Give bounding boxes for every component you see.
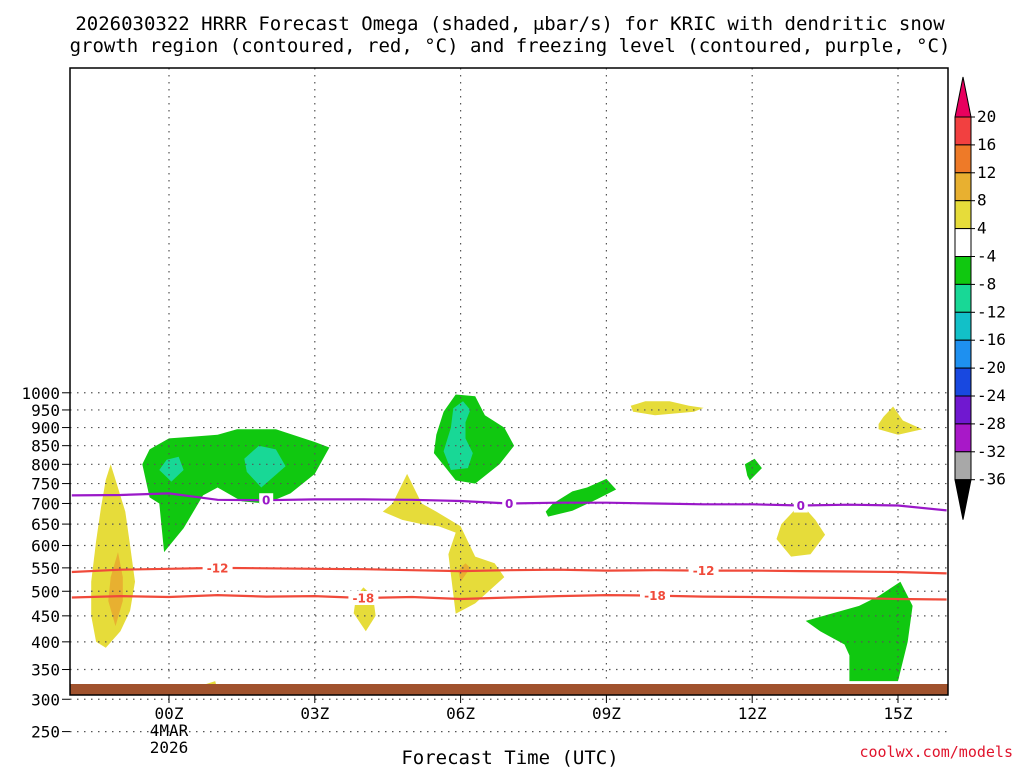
contour-label-bg-3-2 bbox=[793, 498, 808, 513]
omega-region-6 bbox=[458, 563, 471, 582]
omega-region-5 bbox=[382, 473, 505, 614]
contour-label-bg-1-0 bbox=[348, 591, 379, 606]
ytick-label-400: 400 bbox=[31, 633, 60, 652]
contour-label-2-0: -12 bbox=[207, 561, 229, 575]
colorbar-swatch-3 bbox=[954, 172, 972, 202]
y-axis-pressure: 2503003504004505005506006507007508008509… bbox=[21, 384, 70, 742]
omega-region-11 bbox=[159, 456, 184, 482]
colorbar-swatch-7 bbox=[954, 283, 972, 313]
contour-label-3-0: 0 bbox=[262, 494, 270, 508]
colorbar-label-5: -4 bbox=[977, 247, 996, 266]
colorbar-swatch-6 bbox=[954, 256, 972, 285]
xtick-label-0-1: 4MAR bbox=[150, 721, 189, 740]
contour-line-1 bbox=[71, 593, 947, 601]
colorbar-swatch-4 bbox=[954, 200, 972, 230]
omega-region-12 bbox=[244, 445, 286, 488]
ytick-label-800: 800 bbox=[31, 455, 60, 474]
ytick-label-600: 600 bbox=[31, 537, 60, 556]
colorbar-label-10: -24 bbox=[977, 386, 1006, 405]
colorbar-swatch-12 bbox=[954, 423, 972, 453]
colorbar-swatch-11 bbox=[954, 395, 972, 425]
colorbar-label-9: -20 bbox=[977, 358, 1006, 377]
colorbar-swatch-13 bbox=[954, 451, 972, 481]
ytick-label-250: 250 bbox=[31, 723, 60, 742]
x-axis-title: Forecast Time (UTC) bbox=[401, 747, 618, 768]
ytick-label-350: 350 bbox=[31, 661, 60, 680]
contour-label-3-1: 0 bbox=[505, 497, 513, 511]
ytick-label-450: 450 bbox=[31, 607, 60, 626]
xtick-label-0-0: 00Z bbox=[155, 704, 184, 723]
ytick-label-550: 550 bbox=[31, 559, 60, 578]
ytick-label-750: 750 bbox=[31, 475, 60, 494]
plot-frame bbox=[69, 67, 949, 696]
contour-label-bg-3-1 bbox=[502, 496, 517, 511]
colorbar-top-arrow bbox=[954, 76, 972, 118]
xtick-label-4-0: 12Z bbox=[738, 704, 767, 723]
colorbar-bottom-arrow bbox=[954, 479, 972, 520]
omega-region-8 bbox=[630, 401, 704, 416]
omega-region-16 bbox=[545, 478, 617, 517]
colorbar-label-2: 12 bbox=[977, 163, 996, 182]
colorbar-label-7: -12 bbox=[977, 302, 1006, 321]
ytick-label-1000: 1000 bbox=[21, 384, 60, 403]
xtick-label-3-0: 09Z bbox=[592, 704, 621, 723]
omega-region-7 bbox=[776, 503, 826, 557]
ytick-label-500: 500 bbox=[31, 582, 60, 601]
colorbar-label-4: 4 bbox=[977, 219, 987, 238]
colorbar-swatch-8 bbox=[954, 311, 972, 341]
colorbar-swatch-1 bbox=[954, 116, 972, 146]
plot-area bbox=[70, 68, 948, 695]
contour-label-bg-2-0 bbox=[202, 560, 233, 575]
colorbar-legend: 20 16 12 8 4 -4 -8 -12 -16 -20 -24 -28 -32 -36 bbox=[954, 76, 1006, 520]
colorbar-swatch-5 bbox=[954, 228, 972, 258]
omega-region-14 bbox=[443, 401, 473, 470]
ytick-label-950: 950 bbox=[31, 401, 60, 420]
colorbar-label-11: -28 bbox=[977, 414, 1006, 433]
xtick-label-5-0: 15Z bbox=[884, 704, 913, 723]
ground-surface bbox=[70, 684, 948, 695]
credit-text: coolwx.com/models bbox=[859, 743, 1013, 761]
xtick-label-1-0: 03Z bbox=[300, 704, 329, 723]
colorbar-swatch-10 bbox=[954, 367, 972, 397]
colorbar-label-0: 20 bbox=[977, 107, 996, 126]
contour-label-1-1: -18 bbox=[644, 589, 666, 603]
colorbar-swatch-2 bbox=[954, 144, 972, 174]
contour-label-1-0: -18 bbox=[353, 592, 375, 606]
xtick-label-2-0: 06Z bbox=[446, 704, 475, 723]
contour-label-bg-3-0 bbox=[259, 493, 274, 508]
ytick-label-900: 900 bbox=[31, 419, 60, 438]
contour-label-bg-2-1 bbox=[688, 563, 719, 578]
ytick-label-650: 650 bbox=[31, 515, 60, 534]
xtick-label-0-2: 2026 bbox=[150, 738, 189, 757]
contour-label-bg-1-1 bbox=[640, 588, 670, 603]
contour-label-3-2: 0 bbox=[797, 499, 805, 513]
colorbar-label-13: -36 bbox=[977, 470, 1006, 489]
omega-region-1 bbox=[91, 464, 135, 648]
colorbar-label-6: -8 bbox=[977, 274, 996, 293]
ytick-label-700: 700 bbox=[31, 494, 60, 513]
contour-label-2-1: -12 bbox=[693, 564, 715, 578]
colorbar-swatch-9 bbox=[954, 339, 972, 369]
colorbar-label-12: -32 bbox=[977, 442, 1006, 461]
colorbar-label-1: 16 bbox=[977, 135, 996, 154]
title-line-2: growth region (contoured, red, °C) and f… bbox=[70, 35, 951, 57]
ytick-label-300: 300 bbox=[31, 690, 60, 709]
ytick-label-850: 850 bbox=[31, 437, 60, 456]
omega-region-18 bbox=[805, 581, 913, 682]
title-line-1: 2026030322 HRRR Forecast Omega (shaded, … bbox=[75, 13, 945, 35]
chart-title: 2026030322 HRRR Forecast Omega (shaded, … bbox=[70, 13, 951, 57]
temperature-contours: -18 -18 -12 -12 0 0 0 bbox=[71, 492, 947, 606]
omega-region-10 bbox=[142, 429, 330, 553]
colorbar-label-8: -16 bbox=[977, 330, 1006, 349]
colorbar-label-3: 8 bbox=[977, 191, 987, 210]
